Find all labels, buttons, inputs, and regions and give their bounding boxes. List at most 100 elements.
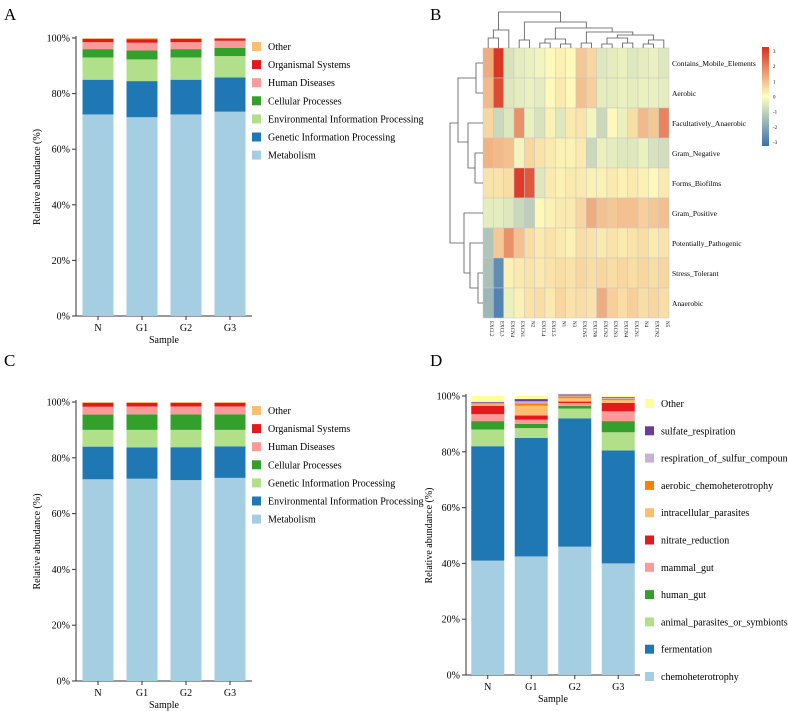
bar-segment [601,396,635,398]
bar-segment [514,415,548,420]
heatmap-col-label: N5 [664,321,669,328]
dendrogram-branch [492,29,510,48]
heatmap-cell [617,107,628,139]
heatmap-cell [596,107,608,139]
heatmap-cell [575,47,587,79]
heatmap-cell [627,77,639,109]
heatmap-row-label: Facultatively_Anaerobic [672,119,747,128]
legend-swatch [252,150,261,160]
heatmap-cell [524,257,535,289]
heatmap-cell [658,167,670,199]
heatmap-cell [648,257,659,289]
heatmap-cell [565,197,577,229]
y-tick-label: 0% [447,671,460,682]
heatmap-cell [627,257,639,289]
legend-label: Environmental Information Processing [268,497,424,508]
heatmap-cell [534,257,546,289]
bar-segment [170,406,202,415]
bar-segment [170,402,202,407]
heatmap-cell [637,197,649,229]
y-tick-label: 80% [442,447,460,458]
dendrogram-branch [449,122,464,244]
heatmap-col-label: N4 [643,321,648,328]
bar-segment [82,414,114,430]
heatmap-cell [627,287,639,319]
bar-segment [126,429,158,448]
heatmap-cell [524,137,535,169]
bar-segment [214,477,246,681]
bar-segment [601,400,635,403]
legend-swatch [645,672,654,681]
heatmap-cell [596,287,608,319]
heatmap-cell [513,137,525,169]
bar-segment [558,395,592,397]
heatmap-cell [575,197,587,229]
y-tick-label: 20% [52,621,70,632]
bar-segment [82,38,114,43]
heatmap-cell [493,107,504,139]
heatmap-row-label: Gram_Negative [672,149,721,158]
legend-swatch [645,562,654,572]
bar-segment [126,38,158,40]
heatmap-cell [637,287,649,319]
bar-segment [471,414,505,422]
x-tick-label: G1 [525,682,537,693]
heatmap-cell [493,287,504,319]
heatmap-cell [648,227,659,259]
heatmap-col-label: EXCN2 [602,321,607,338]
heatmap-col-label: EXCN4 [623,321,628,338]
bar-segment [558,408,592,419]
bar-segment [82,446,114,480]
bar-segment [82,479,114,681]
bar-segment [601,402,635,412]
bar-segment [170,38,202,43]
legend-label: animal_parasites_or_symbionts [661,617,788,628]
heatmap-cell [513,77,525,109]
heatmap-cell [555,77,566,109]
heatmap-cell [565,77,577,109]
heatmap-cell [524,77,535,109]
bar-segment [471,446,505,561]
heatmap-cell [586,227,597,259]
bar-segment [126,402,158,403]
y-tick-label: 0% [57,312,70,323]
heatmap-col-label: EXCN1 [633,321,638,338]
colorbar: 3 2 1 0 -1 -2 -3 [762,47,778,146]
x-tick-label: G3 [612,682,624,693]
heatmap-cell [513,197,525,229]
bar-segment [126,50,158,60]
y-tick-label: 60% [52,145,70,156]
heatmap-cell [606,77,618,109]
bar-segment [514,399,548,402]
heatmap-cell [575,137,587,169]
legend-label: Metabolism [268,515,316,526]
heatmap-row-label: Anaerobic [672,299,704,308]
bar-segment [214,406,246,415]
dendrogram-branch [469,242,483,289]
heatmap-cell [575,287,587,319]
y-tick-label: 80% [52,89,70,100]
heatmap-cell [637,227,649,259]
dendrogram-branch [622,42,634,48]
legend: Other Organismal Systems Human Diseases Cel… [252,42,424,162]
bar-segment [82,38,114,39]
heatmap-cell [524,107,535,139]
heatmap-cell [617,137,628,169]
legend-label: nitrate_reduction [661,536,729,547]
legend-swatch [252,514,261,524]
bar-segment [170,49,202,58]
heatmap-cell [637,107,649,139]
legend-swatch [645,535,654,545]
column-dendrogram [487,11,665,48]
legend: Other Organismal Systems Human Diseases Cel… [252,406,424,526]
heatmap-cell [482,107,494,139]
heatmap-cell [544,137,556,169]
heatmap-row-label: Stress_Tolerant [672,269,719,278]
heatmap-cell [513,47,525,79]
legend-label: respiration_of_sulfur_compounds [661,454,788,465]
y-tick-label: 100% [47,398,70,409]
y-tick-label: 40% [52,565,70,576]
heatmap-cell [637,137,649,169]
bar-segment [601,432,635,451]
bar-segment [170,79,202,115]
